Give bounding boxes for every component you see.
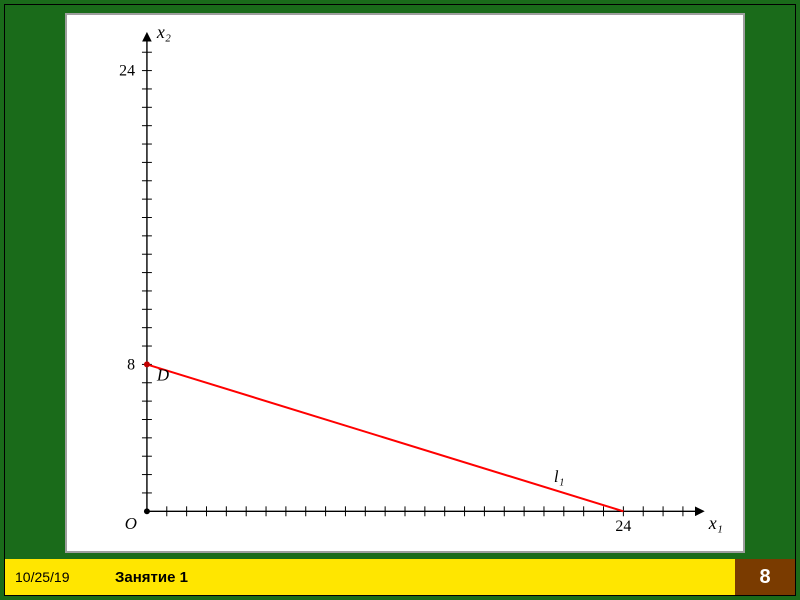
footer-page-number: 8 [735,559,795,595]
svg-text:24: 24 [119,63,135,80]
point-label-D: D [156,365,169,384]
chart-panel: 24 8 24 x₁ x₂ Ol₁ D [65,13,745,553]
y-axis-label: x₂ [156,22,171,42]
line-label-l1: l₁ [554,467,565,486]
footer-date: 10/25/19 [5,569,115,585]
svg-text:24: 24 [615,518,631,535]
linear-constraint-chart: 24 8 24 x₁ x₂ Ol₁ D [67,15,743,551]
origin-label: O [125,514,137,533]
constraint-line-l1 [147,364,623,511]
svg-text:8: 8 [127,356,135,373]
slide-footer: 10/25/19 Занятие 1 8 [5,559,795,595]
x-axis-label: x₁ [708,513,723,533]
point-D [144,361,150,367]
footer-title: Занятие 1 [115,569,735,586]
